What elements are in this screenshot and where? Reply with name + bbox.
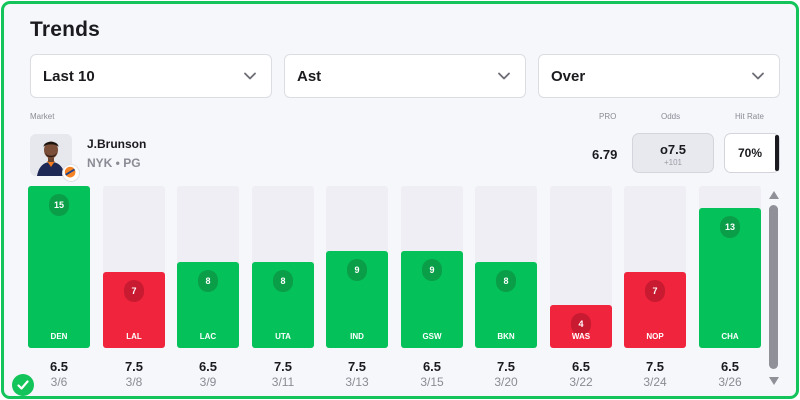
line-value: 6.5	[422, 359, 442, 374]
chevron-down-icon	[752, 72, 764, 80]
game-date: 3/22	[569, 375, 593, 389]
line-value: 6.5	[49, 359, 69, 374]
odds-price: +101	[663, 158, 683, 167]
bar-ind[interactable]: 9 IND	[326, 251, 388, 348]
bar-column[interactable]: 8 UTA	[252, 186, 314, 348]
side-dropdown[interactable]: Over	[538, 54, 780, 98]
chevron-down-icon	[244, 72, 256, 80]
game-date: 3/6	[50, 375, 68, 389]
bar-column[interactable]: 4 WAS	[550, 186, 612, 348]
team-logo-icon	[62, 164, 80, 182]
bar-column[interactable]: 7 LAL	[103, 186, 165, 348]
bar-value-label: 9	[422, 259, 442, 281]
pro-label: PRO	[599, 112, 617, 121]
bar-column[interactable]: 8 BKN	[475, 186, 537, 348]
bar-uta[interactable]: 8 UTA	[252, 262, 314, 348]
hit-rate-indicator	[775, 135, 779, 171]
game-date: 3/8	[125, 375, 143, 389]
game-date: 3/20	[494, 375, 518, 389]
bar-value-label: 7	[645, 280, 665, 302]
line-value: 7.5	[496, 359, 516, 374]
line-value: 7.5	[124, 359, 144, 374]
bar-column[interactable]: 9 IND	[326, 186, 388, 348]
bar-opponent-label: UTA	[275, 332, 291, 341]
line-value: 7.5	[347, 359, 367, 374]
hit-rate-value: 70%	[738, 146, 763, 160]
bar-was[interactable]: 4 WAS	[550, 305, 612, 348]
bar-column[interactable]: 13 CHA	[699, 186, 761, 348]
range-dropdown-value: Last 10	[43, 67, 95, 85]
bar-column[interactable]: 9 GSW	[401, 186, 463, 348]
scroll-down-icon[interactable]	[768, 376, 780, 386]
odds-line: o7.5	[659, 142, 686, 157]
player-team-position: NYK • PG	[87, 156, 141, 170]
bar-den[interactable]: 15 DEN	[28, 186, 90, 348]
bar-value-label: 8	[273, 270, 293, 292]
bar-value-label: 15	[49, 194, 69, 216]
bar-opponent-label: WAS	[571, 332, 591, 341]
bar-lac[interactable]: 8 LAC	[177, 262, 239, 348]
line-value: 6.5	[571, 359, 591, 374]
scrollbar-thumb[interactable]	[769, 205, 778, 369]
bar-column[interactable]: 8 LAC	[177, 186, 239, 348]
range-dropdown[interactable]: Last 10	[30, 54, 272, 98]
bar-value-label: 8	[496, 270, 516, 292]
bar-value-label: 7	[124, 280, 144, 302]
bar-value-label: 4	[571, 313, 591, 335]
line-value: 6.5	[198, 359, 218, 374]
side-dropdown-value: Over	[551, 67, 586, 85]
bar-opponent-label: IND	[350, 332, 364, 341]
line-value: 6.5	[720, 359, 740, 374]
bar-opponent-label: LAC	[199, 332, 217, 341]
card-title: Trends	[30, 18, 101, 41]
game-date: 3/13	[345, 375, 369, 389]
bar-opponent-label: BKN	[497, 332, 515, 341]
bar-opponent-label: LAL	[126, 332, 142, 341]
line-value: 7.5	[273, 359, 293, 374]
game-date: 3/26	[718, 375, 742, 389]
odds-label: Odds	[661, 112, 681, 121]
bar-cha[interactable]: 13 CHA	[699, 208, 761, 348]
bar-gsw[interactable]: 9 GSW	[401, 251, 463, 348]
stat-dropdown-value: Ast	[297, 67, 322, 85]
line-value: 7.5	[645, 359, 665, 374]
chevron-down-icon	[498, 72, 510, 80]
odds-button[interactable]: o7.5 +101	[632, 133, 714, 173]
hit-rate-label: Hit Rate	[735, 112, 764, 121]
bar-nop[interactable]: 7 NOP	[624, 272, 686, 348]
hit-rate-box: 70%	[724, 133, 780, 173]
bar-column[interactable]: 15 DEN	[28, 186, 90, 348]
bar-opponent-label: CHA	[721, 332, 739, 341]
bar-lal[interactable]: 7 LAL	[103, 272, 165, 348]
bar-opponent-label: GSW	[422, 332, 442, 341]
bar-opponent-label: NOP	[646, 332, 664, 341]
bar-value-label: 9	[347, 259, 367, 281]
bar-value-label: 13	[720, 216, 740, 238]
stat-dropdown[interactable]: Ast	[284, 54, 526, 98]
bar-bkn[interactable]: 8 BKN	[475, 262, 537, 348]
check-circle-icon	[12, 374, 34, 396]
scroll-up-icon[interactable]	[768, 190, 780, 200]
bar-column[interactable]: 7 NOP	[624, 186, 686, 348]
market-label: Market	[30, 112, 55, 121]
pro-value: 6.79	[592, 147, 618, 162]
bar-opponent-label: DEN	[50, 332, 68, 341]
player-name[interactable]: J.Brunson	[87, 137, 147, 151]
game-date: 3/9	[199, 375, 217, 389]
player-headshot-icon	[30, 134, 72, 176]
game-date: 3/15	[420, 375, 444, 389]
avatar	[30, 134, 72, 176]
game-date: 3/11	[271, 375, 295, 389]
game-date: 3/24	[643, 375, 667, 389]
bar-value-label: 8	[198, 270, 218, 292]
